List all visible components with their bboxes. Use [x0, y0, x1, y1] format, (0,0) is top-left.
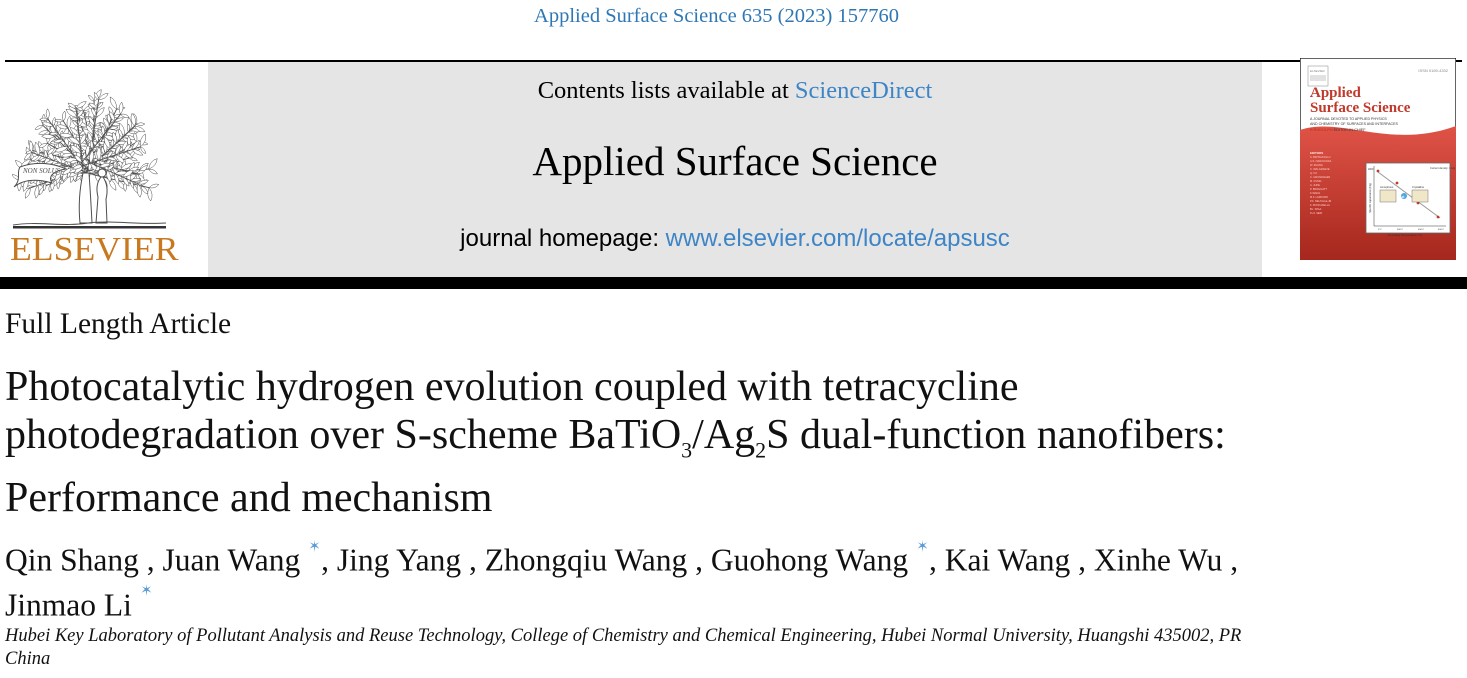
svg-text:FUJ. SEID: FUJ. SEID — [1310, 211, 1322, 215]
svg-text:Surface Science: Surface Science — [1310, 100, 1411, 116]
svg-text:300°C: 300°C — [1397, 229, 1404, 231]
svg-text:NON SOLUS: NON SOLUS — [22, 167, 61, 175]
svg-text:600°C: 600°C — [1438, 229, 1445, 231]
svg-text:Crystalline: Crystalline — [1412, 185, 1425, 189]
svg-text:A JOURNAL DEVOTED TO APPLIED P: A JOURNAL DEVOTED TO APPLIED PHYSICS — [1310, 117, 1387, 121]
svg-text:0°C: 0°C — [1378, 229, 1382, 231]
svg-text:C. WALGRAEVE: C. WALGRAEVE — [1310, 167, 1330, 171]
svg-text:Q. FU: Q. FU — [1310, 171, 1317, 175]
svg-text:2000: 2000 — [1368, 168, 1374, 171]
svg-text:Applied: Applied — [1310, 85, 1362, 101]
svg-text:Specific capacitance (F/g): Specific capacitance (F/g) — [1368, 183, 1372, 213]
svg-text:EDITORS: EDITORS — [1310, 151, 1323, 155]
svg-text:M. KUMG: M. KUMG — [1310, 179, 1321, 183]
svg-text:W. ZHANG: W. ZHANG — [1310, 163, 1323, 167]
svg-text:P. BRAGGATT: P. BRAGGATT — [1310, 187, 1327, 191]
svg-text:R.RUDOLPH EDITOR-IN-CHIEF: R.RUDOLPH EDITOR-IN-CHIEF — [1310, 128, 1366, 132]
svg-text:S. BIRTACIOGLU: S. BIRTACIOGLU — [1310, 155, 1331, 159]
svg-text:Amorphous: Amorphous — [1380, 185, 1394, 189]
svg-text:M.F. LARFORD: M.F. LARFORD — [1310, 195, 1328, 199]
svg-text:A.S. NARAYANSA: A.S. NARAYANSA — [1310, 159, 1332, 163]
svg-text:K.WADA: K.WADA — [1310, 191, 1320, 195]
svg-text:ELSEVIER: ELSEVIER — [1310, 69, 1326, 73]
svg-text:ISSN 0169-4332: ISSN 0169-4332 — [1418, 68, 1448, 73]
svg-text:A. JUPE: A. JUPE — [1310, 183, 1320, 187]
svg-text:F. ROCKAFELLA: F. ROCKAFELLA — [1310, 203, 1330, 207]
svg-text:BL. SPAA: BL. SPAA — [1310, 207, 1322, 211]
svg-text:400°C: 400°C — [1418, 229, 1425, 231]
svg-text:Current density: 1 A/g: Current density: 1 A/g — [1430, 166, 1455, 170]
svg-text:C. GRUNDAGEN: C. GRUNDAGEN — [1310, 175, 1330, 179]
svg-text:Annealing Temperature (°C): Annealing Temperature (°C) — [1388, 233, 1423, 237]
svg-text:AND CHEMISTRY OF SURFACES AND: AND CHEMISTRY OF SURFACES AND INTERFACES — [1310, 122, 1399, 126]
svg-text:P.F. NEUVILLE,JR: P.F. NEUVILLE,JR — [1310, 199, 1331, 203]
